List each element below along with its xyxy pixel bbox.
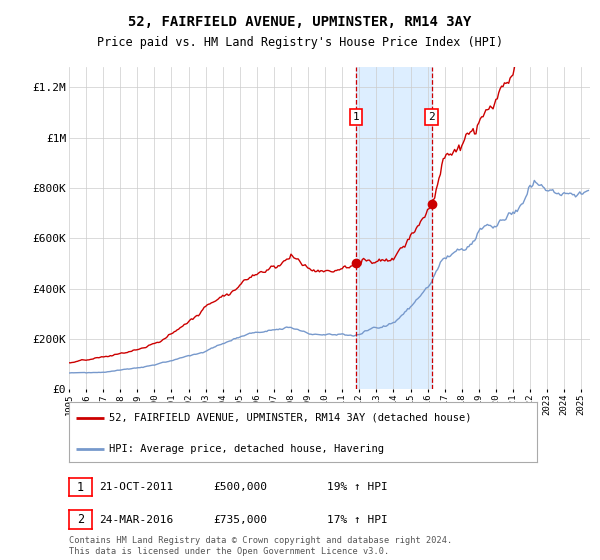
Text: Contains HM Land Registry data © Crown copyright and database right 2024.
This d: Contains HM Land Registry data © Crown c… <box>69 536 452 556</box>
Bar <box>356 67 431 389</box>
Text: 52, FAIRFIELD AVENUE, UPMINSTER, RM14 3AY: 52, FAIRFIELD AVENUE, UPMINSTER, RM14 3A… <box>128 15 472 29</box>
Text: 1: 1 <box>353 112 359 122</box>
Text: 2: 2 <box>428 112 435 122</box>
Text: Price paid vs. HM Land Registry's House Price Index (HPI): Price paid vs. HM Land Registry's House … <box>97 36 503 49</box>
Text: 24-MAR-2016: 24-MAR-2016 <box>99 515 173 525</box>
Text: 19% ↑ HPI: 19% ↑ HPI <box>327 482 388 492</box>
Text: 1: 1 <box>77 480 84 494</box>
Text: HPI: Average price, detached house, Havering: HPI: Average price, detached house, Have… <box>109 444 384 454</box>
Text: 21-OCT-2011: 21-OCT-2011 <box>99 482 173 492</box>
Text: 2: 2 <box>77 513 84 526</box>
Text: 17% ↑ HPI: 17% ↑ HPI <box>327 515 388 525</box>
Text: £735,000: £735,000 <box>213 515 267 525</box>
Text: 52, FAIRFIELD AVENUE, UPMINSTER, RM14 3AY (detached house): 52, FAIRFIELD AVENUE, UPMINSTER, RM14 3A… <box>109 413 471 423</box>
Text: £500,000: £500,000 <box>213 482 267 492</box>
